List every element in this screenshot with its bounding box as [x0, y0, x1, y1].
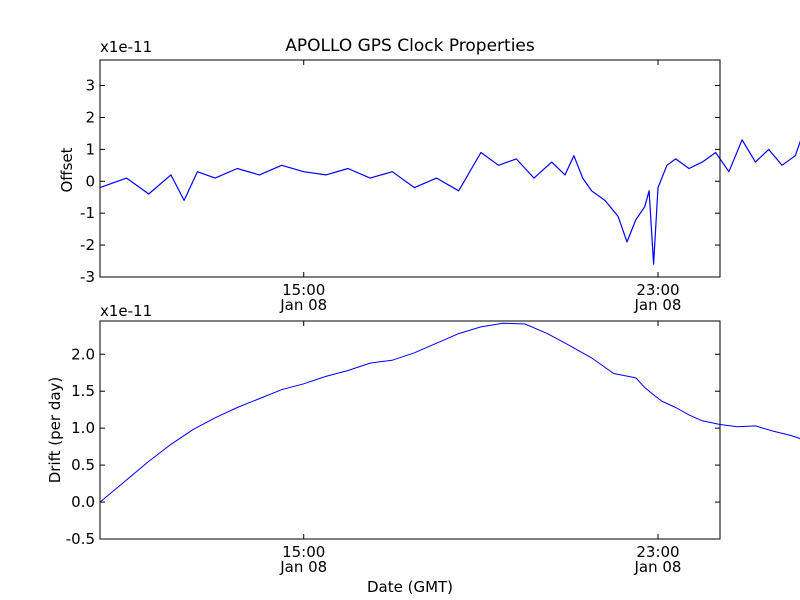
- drift-multiplier-label: x1e-11: [100, 302, 152, 320]
- drift-x-tick-date: Jan 08: [279, 558, 327, 576]
- drift-x-tick-date: Jan 08: [634, 558, 682, 576]
- offset-y-tick-label: 1: [85, 140, 95, 158]
- offset-multiplier-label: x1e-11: [100, 38, 152, 56]
- drift-y-tick-label: 2.0: [71, 345, 95, 363]
- offset-y-tick-label: -2: [80, 236, 95, 254]
- offset-y-tick-label: 2: [85, 108, 95, 126]
- offset-x-tick-time: 15:00: [282, 281, 325, 299]
- drift-y-tick-label: 0.5: [71, 456, 95, 474]
- offset-x-tick-time: 23:00: [636, 281, 679, 299]
- drift-x-tick-time: 15:00: [282, 543, 325, 561]
- offset-axes-frame: [99, 59, 721, 278]
- offset-y-axis-label: Offset: [58, 147, 76, 192]
- drift-panel: x1e-11 Drift (per day) 2.0 1.5 1.0 0.5 0.0 -0…: [46, 302, 800, 576]
- offset-y-tick-label: -3: [80, 268, 95, 286]
- drift-y-axis-label: Drift (per day): [46, 377, 64, 484]
- offset-y-tick-label: 3: [85, 77, 95, 95]
- drift-y-tick-label: -0.5: [66, 530, 95, 548]
- drift-x-tick-time: 23:00: [636, 543, 679, 561]
- drift-y-tick-label: 0.0: [71, 493, 95, 511]
- offset-x-tick-date: Jan 08: [279, 296, 327, 314]
- x-axis-label: Date (GMT): [367, 578, 453, 596]
- drift-axes-frame: [99, 320, 721, 540]
- offset-series-line: [99, 139, 800, 265]
- chart-title: APOLLO GPS Clock Properties: [285, 36, 535, 56]
- offset-y-tick-label: 0: [85, 172, 95, 190]
- drift-y-tick-label: 1.0: [71, 419, 95, 437]
- drift-series-line: [99, 322, 800, 503]
- offset-x-tick-date: Jan 08: [634, 296, 682, 314]
- drift-y-tick-label: 1.5: [71, 382, 95, 400]
- offset-y-tick-label: -1: [80, 204, 95, 222]
